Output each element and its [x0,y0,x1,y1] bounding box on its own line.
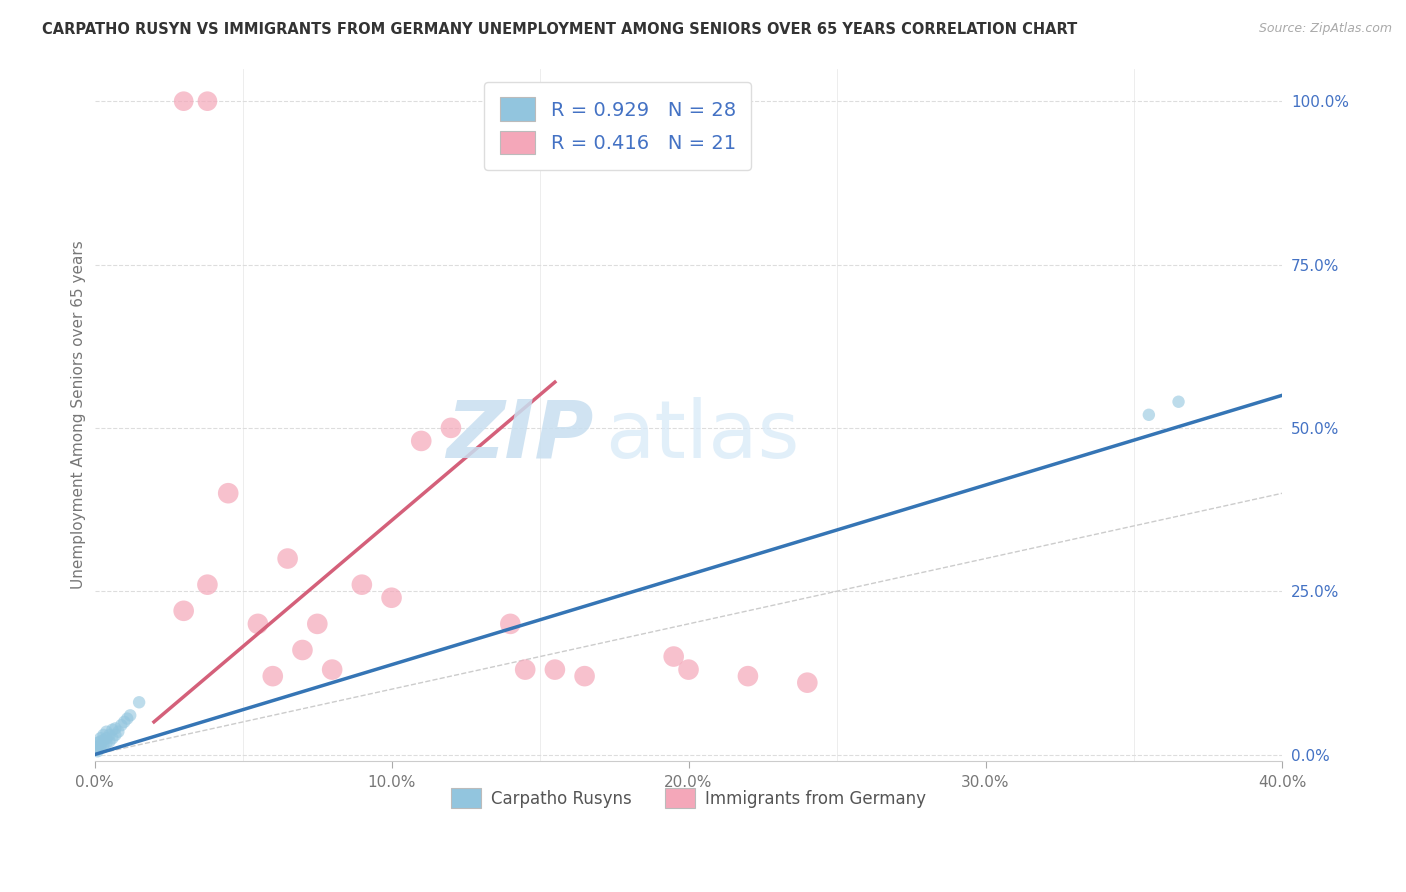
Point [515,663,537,677]
Point [173,604,195,618]
Point [678,663,700,677]
Legend: Carpatho Rusyns, Immigrants from Germany: Carpatho Rusyns, Immigrants from Germany [444,781,932,815]
Y-axis label: Unemployment Among Seniors over 65 years: Unemployment Among Seniors over 65 years [72,241,86,590]
Point [89,734,111,748]
Point [350,577,373,591]
Point [173,94,195,108]
Point [307,616,329,631]
Point [197,94,219,108]
Point [89,741,111,756]
Point [544,663,567,677]
Point [574,669,596,683]
Point [197,577,219,591]
Point [96,731,118,746]
Point [98,728,121,742]
Point [411,434,433,448]
Point [89,731,111,746]
Point [217,486,239,500]
Point [291,643,314,657]
Point [1167,394,1189,409]
Point [246,616,269,631]
Point [86,739,108,754]
Point [89,738,111,752]
Text: ZIP: ZIP [446,397,593,475]
Point [499,616,522,631]
Text: atlas: atlas [606,397,800,475]
Point [115,712,138,726]
Point [101,731,124,746]
Point [93,733,115,747]
Point [98,734,121,748]
Point [120,708,142,723]
Point [128,695,150,709]
Point [277,551,299,566]
Point [86,736,108,750]
Point [321,663,343,677]
Point [96,736,118,750]
Point [104,722,127,736]
Point [662,649,685,664]
Point [86,744,108,758]
Point [107,724,129,739]
Point [110,718,132,732]
Point [96,724,118,739]
Point [112,714,135,729]
Point [104,728,127,742]
Point [796,675,818,690]
Point [93,728,115,742]
Point [93,738,115,752]
Point [380,591,402,605]
Point [1137,408,1160,422]
Point [737,669,759,683]
Point [262,669,284,683]
Point [101,723,124,737]
Text: CARPATHO RUSYN VS IMMIGRANTS FROM GERMANY UNEMPLOYMENT AMONG SENIORS OVER 65 YEA: CARPATHO RUSYN VS IMMIGRANTS FROM GERMAN… [42,22,1077,37]
Text: Source: ZipAtlas.com: Source: ZipAtlas.com [1258,22,1392,36]
Point [440,421,463,435]
Point [86,742,108,756]
